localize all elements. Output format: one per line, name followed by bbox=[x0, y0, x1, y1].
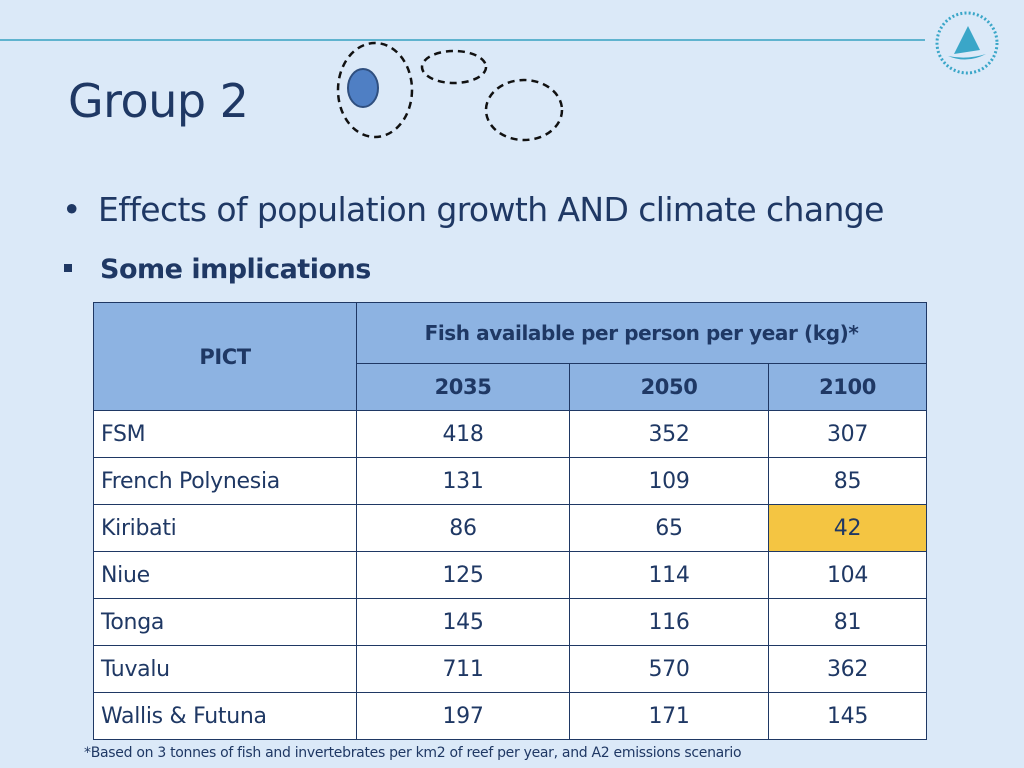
row-name: Niue bbox=[93, 551, 357, 599]
cell-2050: 570 bbox=[569, 645, 769, 693]
cell-2100: 362 bbox=[768, 645, 927, 693]
header-fish-available: Fish available per person per year (kg)* bbox=[356, 302, 927, 364]
cell-2050: 114 bbox=[569, 551, 769, 599]
row-name: Tuvalu bbox=[93, 645, 357, 693]
cell-2100: 104 bbox=[768, 551, 927, 599]
bullet-dot-icon: • bbox=[62, 190, 81, 229]
header-year-2050: 2050 bbox=[569, 363, 769, 411]
fish-availability-table: PICT Fish available per person per year … bbox=[93, 302, 927, 740]
bullet-implications: Some implications bbox=[64, 254, 371, 285]
cell-2035: 711 bbox=[356, 645, 570, 693]
row-name: Wallis & Futuna bbox=[93, 692, 357, 740]
bullet-implications-text: Some implications bbox=[100, 254, 371, 285]
header-year-2100: 2100 bbox=[768, 363, 927, 411]
cell-2050: 116 bbox=[569, 598, 769, 646]
slide-title: Group 2 bbox=[68, 74, 249, 128]
table-row: Tuvalu 711 570 362 bbox=[93, 645, 927, 693]
cell-2035: 86 bbox=[356, 504, 570, 552]
bullet-effects: • Effects of population growth AND climat… bbox=[62, 190, 884, 229]
cell-2050: 171 bbox=[569, 692, 769, 740]
cell-2050: 352 bbox=[569, 410, 769, 458]
cell-2035: 418 bbox=[356, 410, 570, 458]
table-footnote: *Based on 3 tonnes of fish and invertebr… bbox=[84, 745, 742, 761]
square-bullet-icon bbox=[64, 263, 72, 272]
cell-2035: 125 bbox=[356, 551, 570, 599]
table-row: Niue 125 114 104 bbox=[93, 551, 927, 599]
cell-2100: 307 bbox=[768, 410, 927, 458]
cell-2100: 81 bbox=[768, 598, 927, 646]
cell-2035: 131 bbox=[356, 457, 570, 505]
table-row: Kiribati 86 65 42 bbox=[93, 504, 927, 552]
header-year-2035: 2035 bbox=[356, 363, 570, 411]
table-row: French Polynesia 131 109 85 bbox=[93, 457, 927, 505]
table-row: FSM 418 352 307 bbox=[93, 410, 927, 458]
table-row: Tonga 145 116 81 bbox=[93, 598, 927, 646]
cell-2100-highlighted: 42 bbox=[768, 504, 927, 552]
cell-2100: 85 bbox=[768, 457, 927, 505]
cell-2050: 65 bbox=[569, 504, 769, 552]
row-name: Tonga bbox=[93, 598, 357, 646]
dashed-circles-graphic bbox=[336, 41, 564, 142]
bullet-effects-text: Effects of population growth AND climate… bbox=[98, 190, 884, 229]
row-name: French Polynesia bbox=[93, 457, 357, 505]
table-header-row: PICT Fish available per person per year … bbox=[93, 302, 927, 411]
header-rule bbox=[0, 39, 925, 41]
table-row: Wallis & Futuna 197 171 145 bbox=[93, 692, 927, 740]
row-name: FSM bbox=[93, 410, 357, 458]
cell-2100: 145 bbox=[768, 692, 927, 740]
cell-2035: 197 bbox=[356, 692, 570, 740]
cell-2035: 145 bbox=[356, 598, 570, 646]
header-pict: PICT bbox=[93, 302, 357, 411]
row-name: Kiribati bbox=[93, 504, 357, 552]
table-year-row: 2035 2050 2100 bbox=[94, 363, 927, 411]
spc-sailboat-logo-icon bbox=[935, 11, 999, 75]
cell-2050: 109 bbox=[569, 457, 769, 505]
